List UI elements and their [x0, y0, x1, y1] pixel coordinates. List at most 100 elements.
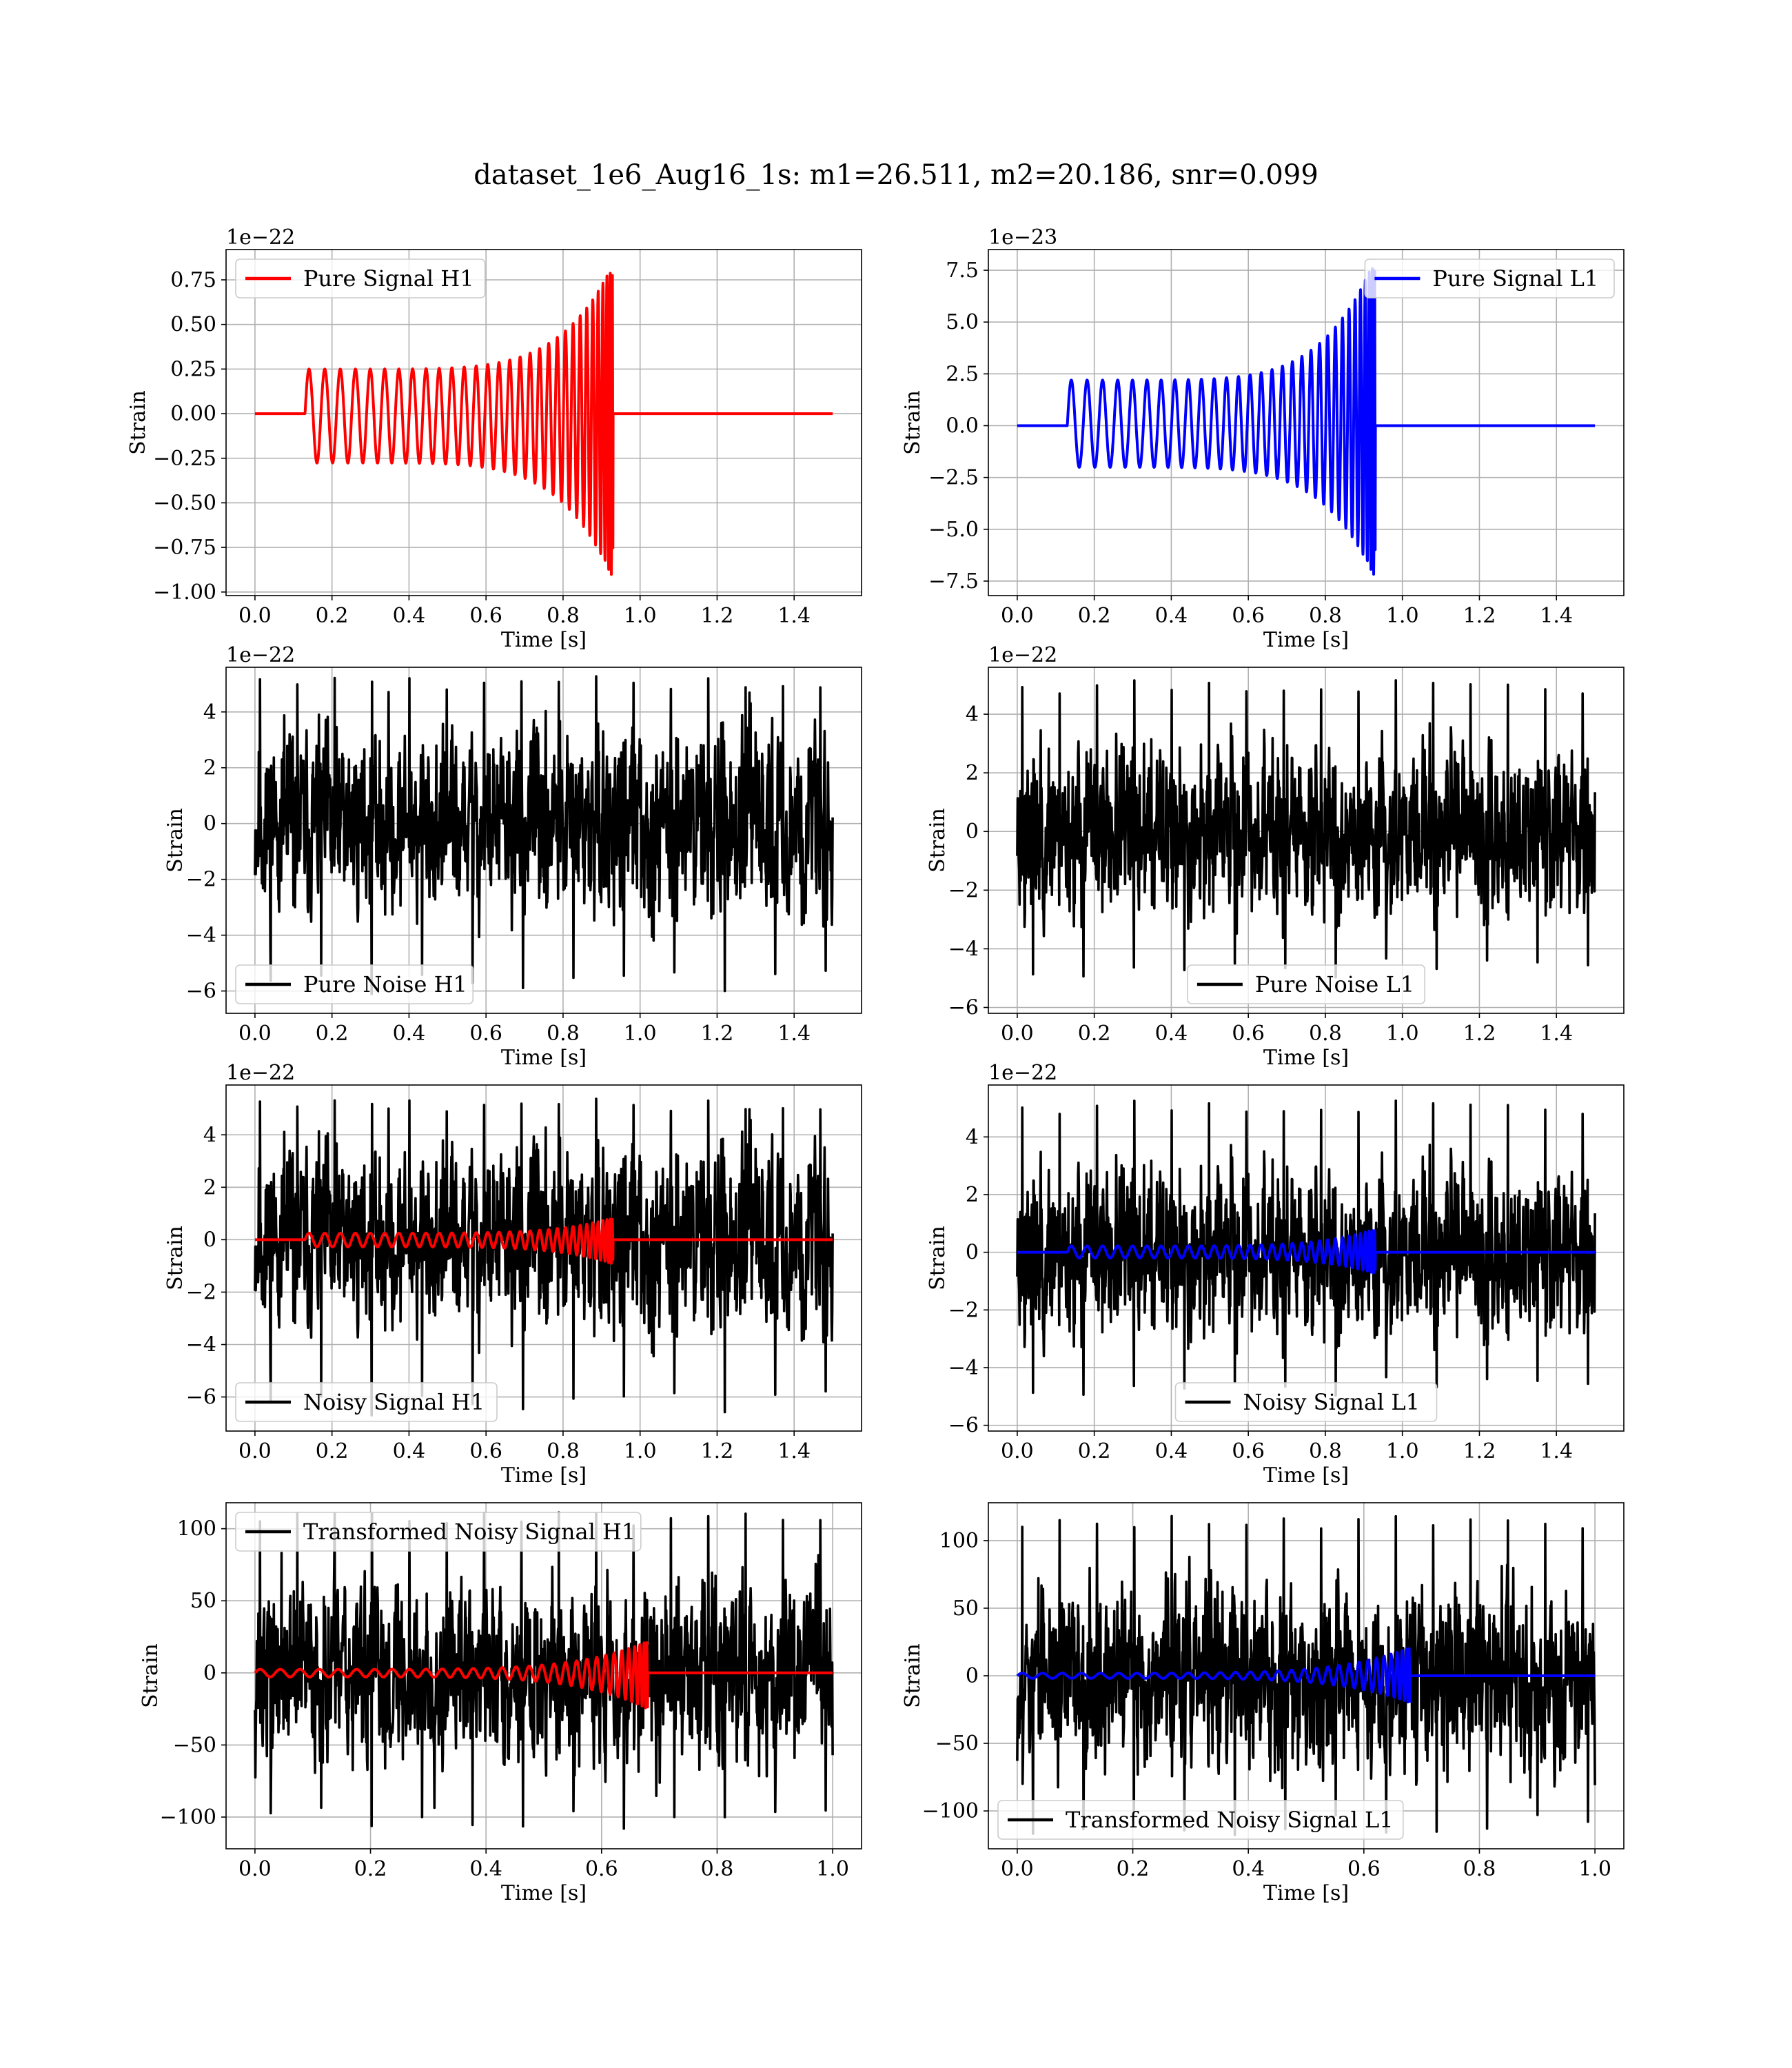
x-axis-label: Time [s]: [501, 1463, 587, 1488]
y-tick-label: −7.5: [928, 569, 979, 594]
series-group: [254, 1511, 834, 1830]
y-axis-label: Strain: [901, 1643, 925, 1708]
x-tick-label: 0.6: [1232, 604, 1265, 628]
legend-label: Pure Signal L1: [1432, 265, 1598, 292]
y-tick-label: 100: [939, 1529, 979, 1553]
y-tick-label: 0: [966, 820, 979, 844]
legend-box: [1187, 964, 1425, 1004]
x-tick-label: 0.8: [547, 1439, 580, 1463]
x-tick-label: 1.2: [701, 1022, 734, 1046]
y-tick-label: −0.75: [153, 536, 216, 560]
x-tick-label: 0.4: [1155, 1439, 1188, 1463]
y-tick-label: −4: [948, 1356, 979, 1380]
panel-noisy-signal-h1: 0.0 0.2 0.4 0.6 0.8 1.0 1.2 1.4 4 2 0 −2 −4 −6 Time [s…: [163, 1061, 862, 1488]
x-tick-label: 0.2: [1117, 1857, 1150, 1881]
y-tick-label: −50: [935, 1732, 979, 1756]
x-tick-label: 0.8: [547, 1022, 580, 1046]
x-tick-label: 0.0: [238, 604, 272, 628]
y-tick-label: −1.00: [153, 580, 216, 605]
y-tick-label: 2: [966, 1183, 979, 1207]
y-tick-label: −2: [186, 1280, 216, 1304]
x-tick-label: 0.4: [1155, 604, 1188, 628]
y-axis-label: Strain: [163, 808, 187, 873]
y-tick-label: 4: [203, 1123, 216, 1147]
panel-pure-signal-h1: 0.0 0.2 0.4 0.6 0.8 1.0 1.2 1.4 0.75 0.50 0.25 0.00…: [126, 225, 862, 652]
series-group: [1016, 1514, 1596, 1836]
series-group: [1016, 267, 1596, 576]
y-tick-label: 2: [203, 756, 216, 780]
y-tick-label: 0: [966, 1241, 979, 1265]
y-offset-label: 1e−22: [226, 643, 295, 667]
x-tick-label: 1.2: [1463, 1022, 1496, 1046]
y-tick-label: −2: [186, 868, 216, 892]
x-tick-label: 0.0: [238, 1022, 272, 1046]
series-line-1: [1016, 1647, 1596, 1703]
y-tick-label: 7.5: [946, 258, 979, 283]
y-tick-label: −2: [948, 878, 979, 902]
x-tick-label: 0.6: [585, 1857, 618, 1881]
x-tick-label: 1.0: [624, 1022, 657, 1046]
x-tick-label: 0.8: [1309, 1439, 1342, 1463]
x-tick-label: 1.4: [777, 1439, 811, 1463]
x-tick-label: 0.6: [1347, 1857, 1381, 1881]
legend-box: [235, 1382, 498, 1422]
x-tick-label: 1.2: [1463, 1439, 1496, 1463]
x-tick-label: 1.0: [1578, 1857, 1611, 1881]
legend-box: [1364, 258, 1615, 298]
y-tick-label: 5.0: [946, 310, 979, 334]
x-tick-label: 0.2: [1078, 604, 1111, 628]
axes-frame: [225, 249, 862, 596]
series-line-0: [1016, 1099, 1596, 1397]
x-axis-label: Time [s]: [1263, 1881, 1349, 1905]
series-line-0: [1016, 1514, 1596, 1836]
x-tick-label: 1.2: [1463, 604, 1496, 628]
y-offset-label: 1e−22: [988, 643, 1057, 667]
y-tick-label: 4: [203, 700, 216, 724]
y-axis-label: Strain: [926, 808, 950, 873]
axes-frame: [988, 1084, 1625, 1432]
x-axis-label: Time [s]: [501, 1881, 587, 1905]
y-tick-label: −6: [186, 980, 216, 1004]
x-tick-label: 1.4: [1540, 604, 1573, 628]
series-line-0: [254, 1511, 834, 1830]
y-tick-label: −6: [948, 1414, 979, 1438]
legend: Noisy Signal H1: [235, 1382, 498, 1422]
x-tick-label: 0.2: [316, 1022, 349, 1046]
y-tick-label: 0.00: [170, 402, 216, 426]
y-tick-label: 0.75: [170, 268, 216, 292]
legend-box: [1174, 1382, 1438, 1422]
x-tick-label: 1.2: [701, 604, 734, 628]
x-tick-label: 1.4: [1540, 1439, 1573, 1463]
panel-pure-noise-l1: 0.0 0.2 0.4 0.6 0.8 1.0 1.2 1.4 4 2 0 −2 −4 −6 Time [s…: [926, 643, 1625, 1070]
legend-box: [997, 1800, 1404, 1840]
legend-label: Noisy Signal H1: [303, 1389, 485, 1415]
x-tick-label: 0.0: [238, 1439, 272, 1463]
y-tick-label: −0.25: [153, 447, 216, 471]
y-tick-label: −6: [186, 1386, 216, 1410]
y-offset-label: 1e−22: [988, 1061, 1057, 1085]
x-tick-label: 0.2: [1078, 1022, 1111, 1046]
x-tick-label: 1.4: [777, 604, 811, 628]
y-offset-label: 1e−22: [226, 1061, 295, 1085]
axes-frame: [988, 667, 1625, 1014]
x-tick-label: 0.2: [316, 1439, 349, 1463]
legend: Pure Noise L1: [1187, 964, 1425, 1004]
axes-frame: [225, 1502, 862, 1849]
axes-frame: [225, 667, 862, 1014]
legend-label: Pure Noise H1: [303, 971, 467, 997]
y-tick-label: 0: [203, 812, 216, 836]
y-tick-label: −2.5: [928, 466, 979, 490]
axes-frame: [988, 249, 1625, 596]
x-tick-label: 0.0: [1001, 1439, 1034, 1463]
legend: Pure Signal H1: [235, 258, 486, 298]
y-tick-label: 100: [177, 1517, 216, 1541]
legend-label: Transformed Noisy Signal L1: [1066, 1807, 1394, 1833]
y-axis-label: Strain: [139, 1643, 163, 1708]
panel-noisy-signal-l1: 0.0 0.2 0.4 0.6 0.8 1.0 1.2 1.4 4 2 0 −2 −4 −6 Time [s…: [926, 1061, 1625, 1488]
x-tick-label: 1.0: [1386, 604, 1419, 628]
x-tick-label: 0.6: [1232, 1439, 1265, 1463]
legend: Noisy Signal L1: [1174, 1382, 1438, 1422]
series-line-0: [1016, 679, 1596, 979]
x-axis-label: Time [s]: [1263, 1046, 1349, 1070]
